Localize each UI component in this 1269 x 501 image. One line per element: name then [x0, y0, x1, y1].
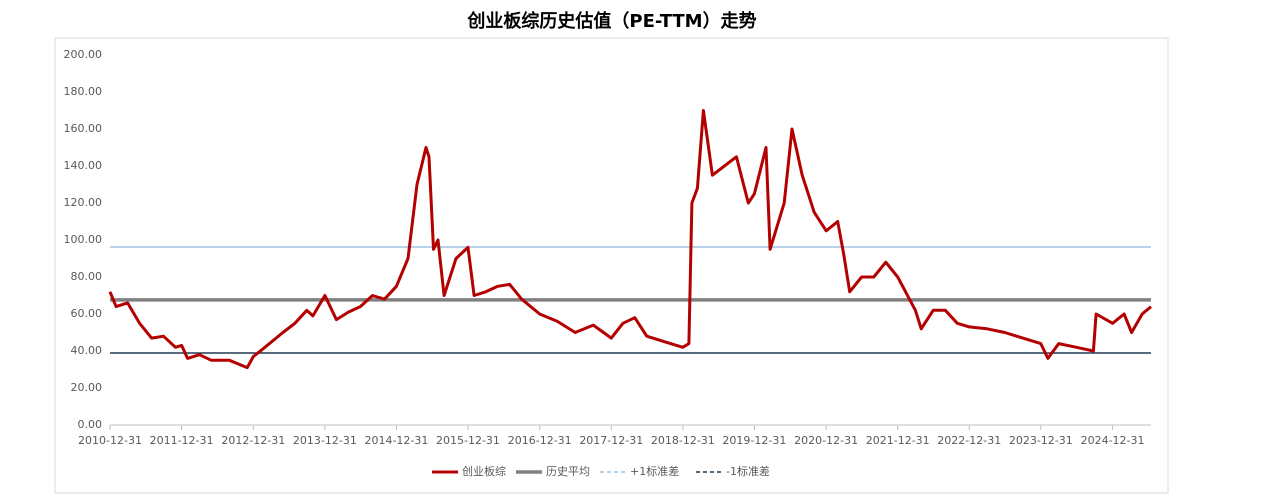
- x-tick-label: 2015-12-31: [436, 434, 500, 447]
- y-tick-label: 100.00: [64, 233, 103, 246]
- y-tick-label: 200.00: [64, 48, 103, 61]
- y-tick-label: 180.00: [64, 85, 103, 98]
- legend-label: +1标准差: [630, 464, 679, 478]
- x-tick-label: 2019-12-31: [722, 434, 786, 447]
- x-tick-label: 2016-12-31: [508, 434, 572, 447]
- legend-label: 创业板综: [462, 464, 506, 478]
- x-tick-label: 2022-12-31: [937, 434, 1001, 447]
- chart-title: 创业板综历史估值（PE-TTM）走势: [466, 10, 756, 32]
- x-tick-label: 2017-12-31: [579, 434, 643, 447]
- series-line: [108, 109, 1152, 370]
- y-tick-label: 40.00: [71, 344, 103, 357]
- y-tick-label: 20.00: [71, 381, 103, 394]
- x-tick-label: 2012-12-31: [221, 434, 285, 447]
- x-tick-label: 2014-12-31: [364, 434, 428, 447]
- legend-label: -1标准差: [726, 464, 770, 478]
- x-tick-label: 2018-12-31: [651, 434, 715, 447]
- chart-frame: [54, 37, 1169, 494]
- x-tick-label: 2020-12-31: [794, 434, 858, 447]
- x-tick-label: 2023-12-31: [1009, 434, 1073, 447]
- legend-label: 历史平均: [546, 465, 590, 478]
- y-tick-label: 80.00: [71, 270, 103, 283]
- x-tick-label: 2021-12-31: [866, 434, 930, 447]
- x-tick-label: 2011-12-31: [150, 434, 214, 447]
- y-tick-label: 60.00: [71, 307, 103, 320]
- x-tick-label: 2024-12-31: [1081, 434, 1145, 447]
- y-tick-label: 0.00: [78, 418, 103, 431]
- y-tick-label: 120.00: [64, 196, 103, 209]
- x-tick-label: 2013-12-31: [293, 434, 357, 447]
- y-tick-label: 140.00: [64, 159, 103, 172]
- x-tick-label: 2010-12-31: [78, 434, 142, 447]
- y-tick-label: 160.00: [64, 122, 103, 135]
